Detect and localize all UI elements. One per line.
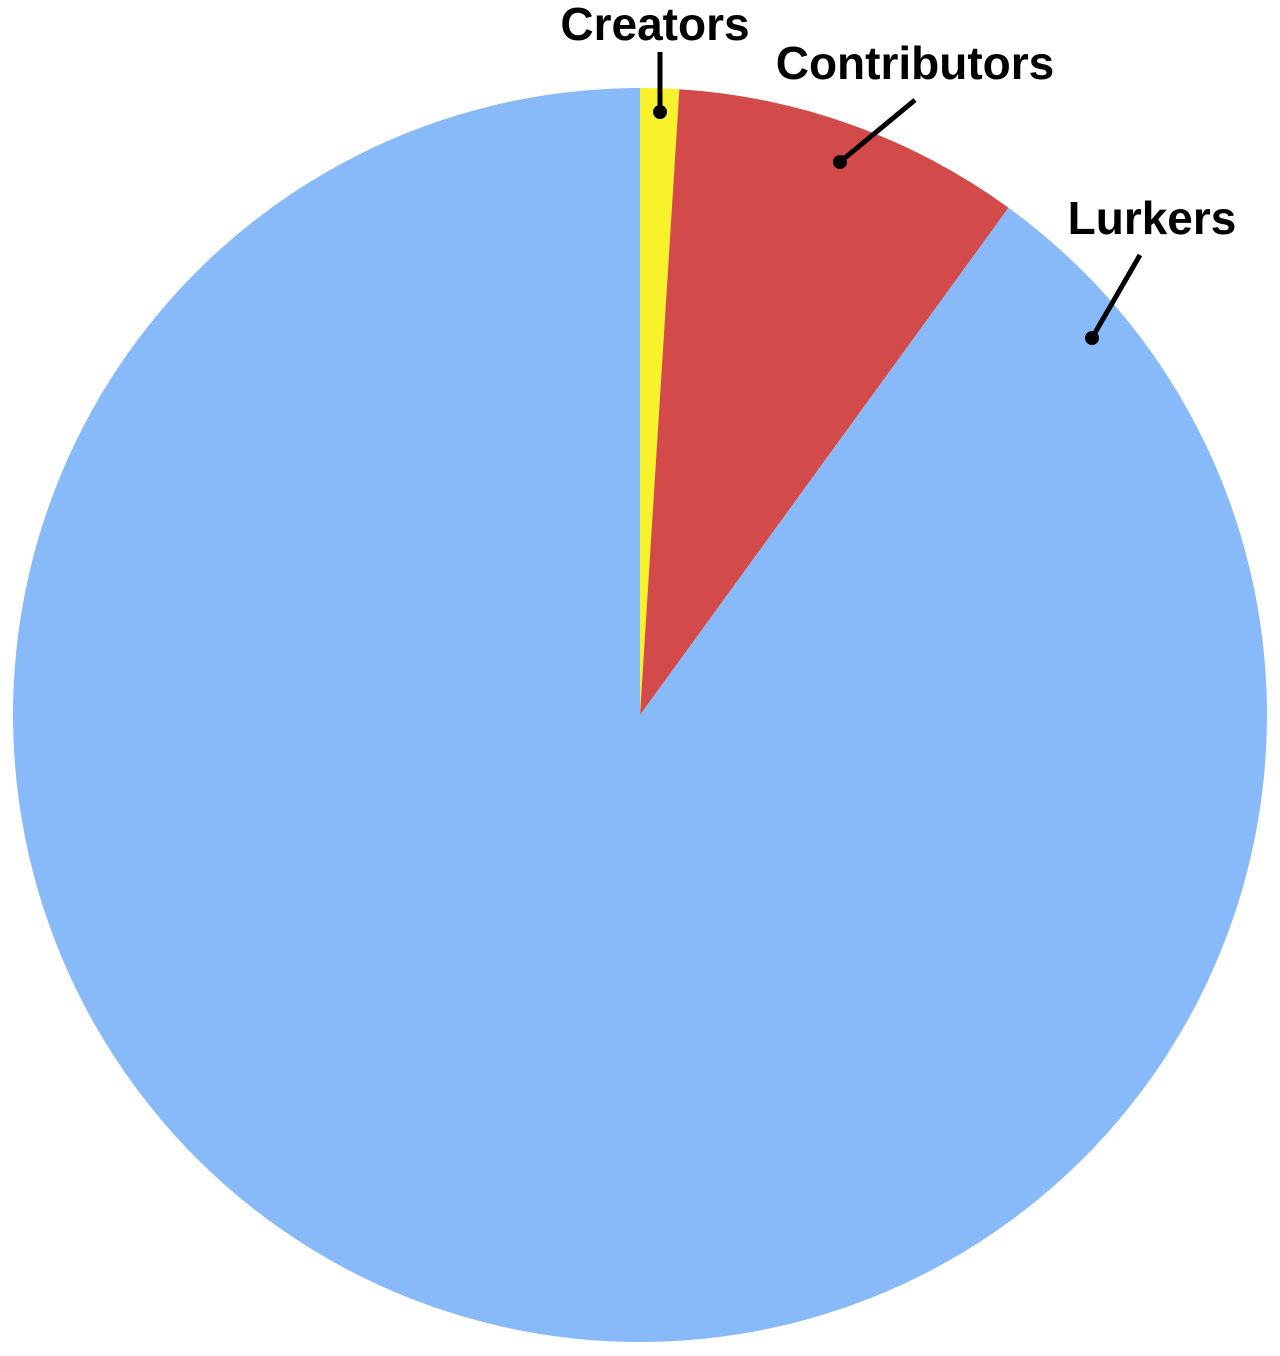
pie-slice [13,88,1267,1343]
leader-dot [833,155,847,169]
leader-line [838,98,917,164]
slice-label: Contributors [776,37,1055,89]
leader-dot [653,105,667,119]
slice-label: Creators [560,0,749,50]
pie-slice [640,88,680,715]
pie-slice [640,89,1009,715]
leader-dot [1085,331,1099,345]
slice-label: Lurkers [1068,192,1237,244]
leader-line [1089,253,1143,340]
